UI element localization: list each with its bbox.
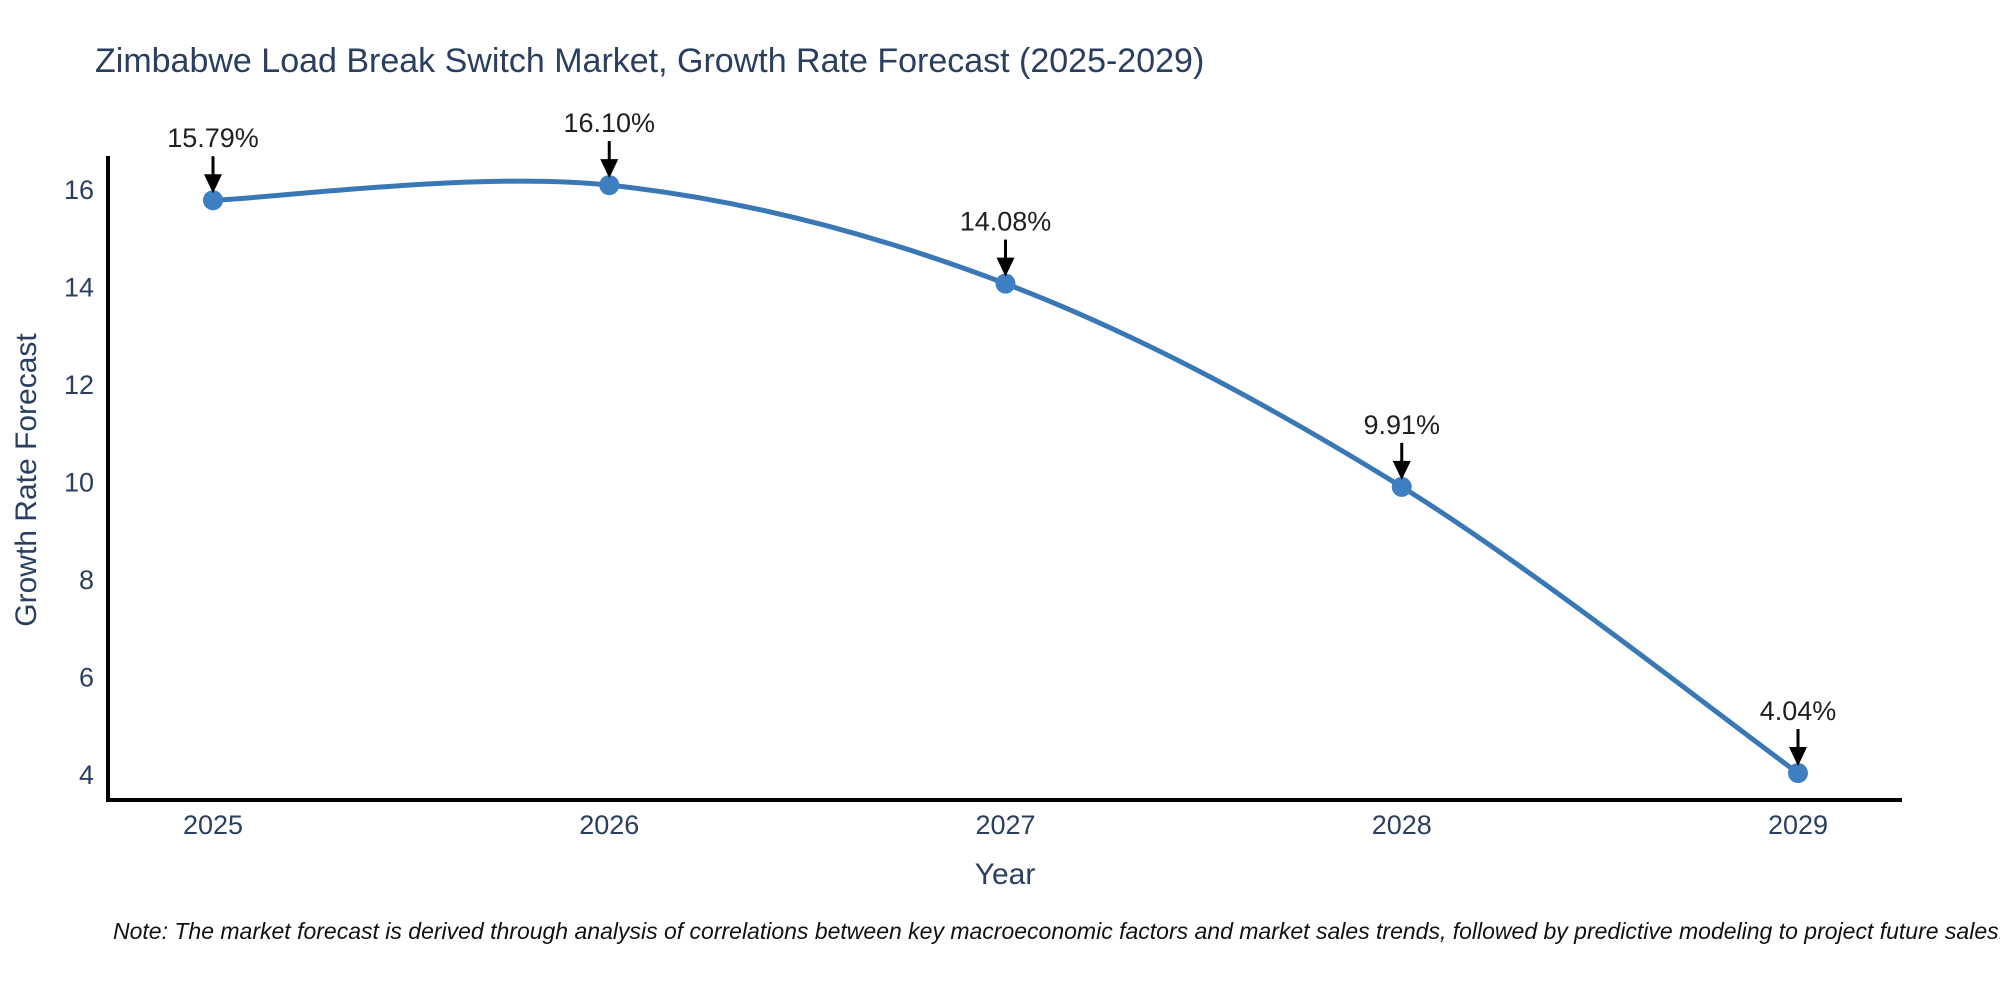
annotation-arrowhead bbox=[996, 257, 1015, 277]
annotation-arrowhead bbox=[204, 174, 222, 194]
chart-title: Zimbabwe Load Break Switch Market, Growt… bbox=[95, 42, 1205, 80]
data-point bbox=[995, 273, 1016, 294]
data-point bbox=[599, 175, 620, 196]
data-point bbox=[1788, 763, 1808, 784]
x-tick-label: 2026 bbox=[579, 810, 639, 840]
point-annotation-label: 14.08% bbox=[960, 207, 1052, 237]
y-tick-label: 8 bbox=[79, 565, 94, 595]
point-annotation-label: 15.79% bbox=[167, 123, 259, 153]
point-annotation-label: 4.04% bbox=[1760, 696, 1837, 726]
y-tick-label: 14 bbox=[64, 273, 94, 303]
y-tick-label: 4 bbox=[79, 760, 94, 790]
x-tick-label: 2027 bbox=[975, 810, 1035, 840]
y-tick-label: 6 bbox=[79, 663, 94, 693]
y-tick-label: 12 bbox=[64, 370, 94, 400]
x-tick-label: 2025 bbox=[183, 810, 243, 840]
x-axis-title: Year bbox=[974, 858, 1036, 891]
annotation-arrowhead bbox=[1392, 460, 1411, 480]
data-point bbox=[203, 190, 223, 211]
forecast-spline-line bbox=[210, 178, 1801, 776]
x-tick-label: 2028 bbox=[1372, 810, 1432, 840]
point-annotation-label: 9.91% bbox=[1363, 410, 1440, 440]
point-annotation-label: 16.10% bbox=[563, 108, 655, 138]
annotation-arrowhead bbox=[1789, 747, 1807, 767]
y-tick-label: 10 bbox=[64, 468, 94, 498]
y-tick-label: 16 bbox=[64, 175, 94, 205]
x-tick-label: 2029 bbox=[1768, 810, 1828, 840]
data-point bbox=[1391, 476, 1412, 497]
footnote: Note: The market forecast is derived thr… bbox=[113, 918, 2000, 944]
annotation-arrowhead bbox=[600, 159, 619, 179]
